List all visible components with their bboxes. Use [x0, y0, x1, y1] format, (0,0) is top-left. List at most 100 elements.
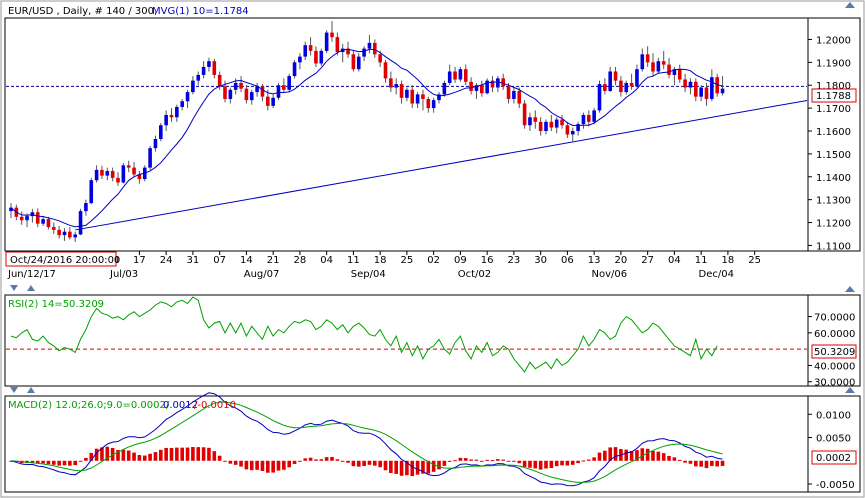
candle-body	[73, 234, 77, 238]
macd-histogram-bar	[688, 460, 693, 464]
candle-body	[159, 125, 163, 140]
candle-body	[351, 54, 356, 70]
macd-histogram-bar	[447, 460, 452, 462]
candle-body	[330, 32, 334, 38]
candle-body	[233, 82, 238, 90]
candle-body	[554, 119, 559, 128]
month-axis-label: Oct/02	[458, 269, 491, 280]
rsi-line	[10, 296, 718, 373]
macd-histogram-bar	[645, 448, 650, 461]
date-axis-label: 09	[454, 255, 467, 266]
macd-histogram-bar	[592, 457, 596, 461]
macd-histogram-bar	[249, 460, 254, 471]
macd-histogram-bar	[496, 459, 500, 461]
candle-body	[282, 85, 286, 90]
candle-body	[175, 106, 179, 118]
macd-histogram-bar	[212, 451, 217, 461]
macd-histogram-bar	[656, 451, 661, 461]
rsi-axis-panel	[807, 294, 861, 387]
scroll-up-icon[interactable]	[845, 2, 855, 8]
price-axis-label: 1.1400	[816, 173, 851, 184]
macd-histogram-bar	[373, 460, 377, 466]
candle-body	[137, 174, 142, 180]
pane-resize-up-icon[interactable]	[27, 387, 35, 393]
price-axis-label: 1.1900	[816, 58, 851, 69]
date-axis-label: 17	[133, 255, 146, 266]
candle-body	[710, 77, 714, 99]
macd-histogram-bar	[185, 447, 190, 461]
candle-body	[303, 45, 308, 57]
macd-histogram-bar	[266, 460, 270, 473]
macd-histogram-bar	[153, 452, 158, 461]
pane-resize-down-icon[interactable]	[10, 387, 18, 393]
macd-histogram-bar	[169, 447, 174, 461]
candle-body	[308, 45, 313, 51]
candle-body	[9, 207, 13, 212]
main-pane[interactable]	[4, 17, 809, 252]
price-axis-label: 1.1100	[816, 241, 851, 252]
macd-histogram-bar	[378, 460, 382, 468]
rsi-axis-label: 30.0000	[814, 378, 855, 389]
macd-histogram-bar	[624, 449, 629, 461]
macd-histogram-bar	[421, 460, 425, 474]
candle-body	[110, 171, 115, 178]
candle-body	[694, 81, 698, 97]
macd-histogram-bar	[116, 450, 120, 461]
macd-histogram-bar	[710, 460, 714, 466]
date-axis-label: 31	[187, 255, 200, 266]
macd-histogram-bar	[164, 447, 168, 461]
macd-histogram-bar	[201, 447, 206, 461]
candle-body	[458, 69, 463, 80]
macd-histogram-bar	[346, 460, 350, 463]
candle-body	[565, 125, 570, 135]
macd-histogram-bar	[683, 460, 687, 463]
pane-resize-up-icon[interactable]	[27, 285, 35, 291]
macd-histogram-bar	[506, 460, 511, 462]
macd-histogram-bar	[538, 460, 543, 470]
macd-histogram-bar	[394, 460, 398, 474]
rsi-pane[interactable]	[4, 294, 809, 387]
date-axis-label: 28	[294, 255, 307, 266]
macd-histogram-bar	[175, 447, 179, 461]
candle-body	[217, 74, 222, 87]
candle-body	[68, 231, 72, 238]
candle-body	[544, 121, 548, 131]
macd-histogram-bar	[694, 460, 698, 467]
candle-body	[426, 98, 431, 109]
macd-histogram-bar	[298, 460, 302, 462]
macd-histogram-bar	[121, 449, 126, 461]
candle-body	[517, 90, 522, 104]
candle-body	[683, 79, 687, 88]
date-axis-label: 02	[427, 255, 440, 266]
main-title: EUR/USD , Daily, # 140 / 300,	[8, 6, 157, 17]
candle-body	[469, 81, 473, 91]
pane-resize-down-icon[interactable]	[10, 285, 18, 291]
candle-body	[570, 130, 575, 135]
date-axis-label: 04	[320, 255, 333, 266]
candle-body	[613, 71, 618, 81]
candle-body	[399, 84, 404, 98]
candle-body	[94, 169, 99, 181]
macd-histogram-bar	[485, 459, 489, 461]
macd-axis-label: -0.0050	[816, 480, 855, 491]
macd-histogram-bar	[677, 459, 682, 461]
candle-body	[373, 42, 377, 55]
candle-body	[356, 56, 361, 70]
scroll-up-icon[interactable]	[845, 286, 855, 292]
macd-histogram-bar	[100, 447, 104, 461]
candle-body	[490, 80, 495, 88]
date-axis-label: 24	[160, 255, 173, 266]
scroll-up-icon[interactable]	[845, 387, 855, 393]
macd-line	[10, 392, 723, 487]
macd-axis-panel	[807, 395, 861, 493]
rsi-last-box	[811, 344, 857, 359]
cursor-date-box	[5, 251, 117, 267]
rsi-axis-label: 40.0000	[814, 361, 855, 372]
macd-histogram-bar	[587, 459, 591, 461]
candle-body	[298, 56, 302, 63]
candle-body	[442, 82, 447, 95]
candle-body	[132, 167, 136, 175]
macd-histogram-bar	[314, 459, 318, 461]
macd-histogram-bar	[148, 453, 152, 461]
